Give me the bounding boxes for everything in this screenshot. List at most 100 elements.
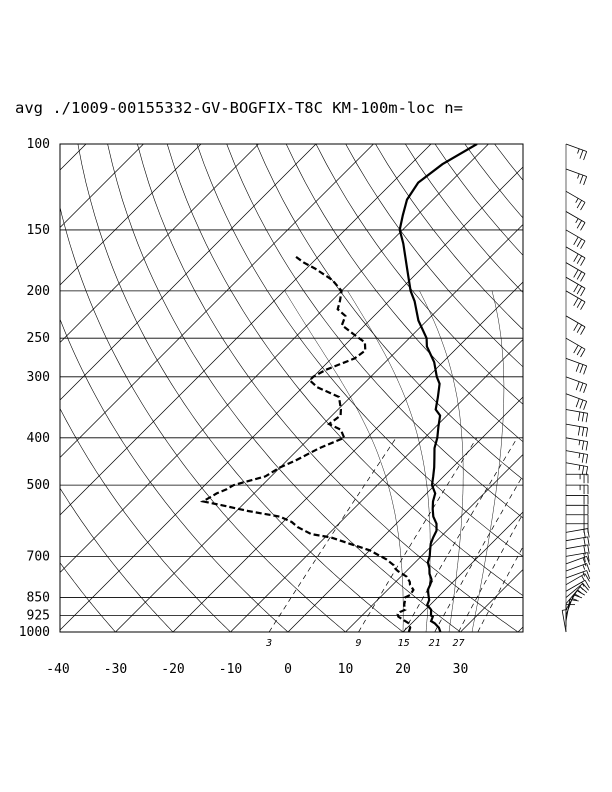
isotherm [60, 144, 432, 516]
isotherm [60, 144, 144, 228]
wind-barb-flag [582, 557, 587, 567]
wind-barb-flag [586, 556, 591, 565]
wind-barb-half [572, 598, 578, 601]
wind-barb-flag [577, 426, 581, 436]
dry-adiabat [77, 144, 404, 632]
wind-barb [565, 276, 586, 289]
y-tick-label: 200 [27, 284, 50, 299]
wind-barb-flag [585, 427, 589, 437]
wind-barb-flag [576, 324, 582, 333]
wind-barb-flag [577, 411, 581, 421]
moist-adiabat [347, 290, 431, 632]
wind-barb [565, 190, 586, 203]
wind-barb-flag [587, 544, 590, 554]
wind-barb-flag [579, 150, 584, 159]
dry-adiabat [464, 144, 523, 219]
wind-barb-half [582, 571, 586, 577]
wind-barb-flag [585, 466, 589, 476]
wind-barb-flag [584, 580, 590, 589]
series-dewpoint [199, 255, 415, 632]
wind-barb [565, 358, 587, 367]
dry-adiabat [285, 144, 523, 443]
isotherm [287, 396, 523, 632]
grid-layer [60, 144, 612, 632]
wind-barb-flag [581, 465, 585, 475]
wind-barb-flag [583, 553, 586, 563]
isotherm [60, 144, 489, 573]
wind-barb-half [579, 585, 584, 591]
wind-barb-flag [573, 297, 579, 306]
dry-adiabat [166, 144, 523, 597]
wind-barb [565, 409, 588, 414]
dry-adiabat [226, 144, 523, 519]
mixing-ratio-label: 21 [429, 638, 441, 649]
y-tick-label: 250 [27, 331, 50, 346]
dry-adiabat [315, 144, 523, 405]
wind-barb [565, 376, 587, 385]
y-tick-label: 150 [27, 223, 50, 238]
wind-barb-layer [561, 143, 591, 633]
wind-barb-flag [573, 594, 583, 599]
mixing-ratio-line [458, 513, 523, 632]
wind-barb-flag [582, 583, 589, 591]
y-tick-label: 1000 [19, 625, 50, 640]
wind-barb-flag [573, 284, 579, 293]
dry-adiabat [60, 562, 116, 632]
y-tick-label: 850 [27, 591, 50, 606]
wind-barb-half [578, 440, 581, 446]
wind-barb-flag [587, 552, 590, 562]
wind-barb-flag [585, 413, 589, 423]
dry-adiabat [60, 205, 346, 632]
wind-barb [561, 610, 567, 633]
wind-barb-flag [579, 364, 584, 374]
isotherm [115, 224, 523, 632]
wind-barb [565, 586, 581, 604]
isotherm [230, 339, 523, 632]
wind-barb-flag [573, 236, 579, 245]
isotherm [60, 144, 259, 343]
wind-barb-half [581, 575, 585, 581]
x-tick-label: -10 [219, 662, 242, 677]
dry-adiabat [60, 318, 289, 632]
chart-title: avg ./1009-00155332-GV-BOGFIX-T8C KM-100… [15, 99, 463, 117]
isotherm [60, 144, 317, 401]
dry-adiabat [524, 144, 612, 632]
dry-adiabat [60, 407, 231, 632]
wind-barb-flag [583, 176, 588, 186]
wind-barb-half [577, 173, 580, 179]
wind-barb [565, 555, 587, 565]
wind-barb-flag [580, 301, 586, 310]
wind-barb-flag [581, 412, 585, 422]
wind-barb-flag [579, 399, 584, 409]
wind-barb [565, 579, 586, 592]
wind-barb [565, 337, 586, 350]
isotherm [517, 626, 523, 632]
wind-barb-flag [576, 238, 582, 247]
wind-barb [565, 262, 586, 274]
wind-barb-half [577, 148, 580, 154]
wind-barb-flag [575, 398, 580, 408]
wind-barb-flag [580, 348, 586, 358]
wind-barb-flag [576, 220, 582, 229]
wind-barb-flag [576, 347, 582, 356]
wind-barb-flag [580, 202, 586, 211]
mixing-ratio-line [358, 437, 478, 632]
dry-adiabat [107, 144, 461, 632]
wind-barb-flag [580, 257, 586, 266]
x-tick-label: 20 [395, 662, 411, 677]
wind-barb [565, 315, 586, 328]
moist-adiabat [419, 290, 464, 632]
wind-barb-flag [586, 563, 591, 573]
wind-barb-flag [583, 545, 586, 555]
y-tick-label: 700 [27, 549, 50, 564]
y-tick-label: 300 [27, 370, 50, 385]
wind-barb-flag [576, 286, 582, 295]
wind-barb [565, 143, 587, 152]
wind-barb [565, 583, 584, 598]
wind-barb-half [582, 564, 586, 570]
y-tick-label: 100 [27, 137, 50, 152]
wind-barb-flag [576, 299, 582, 308]
wind-barb-flag [573, 269, 579, 278]
wind-barb-flag [580, 273, 586, 282]
